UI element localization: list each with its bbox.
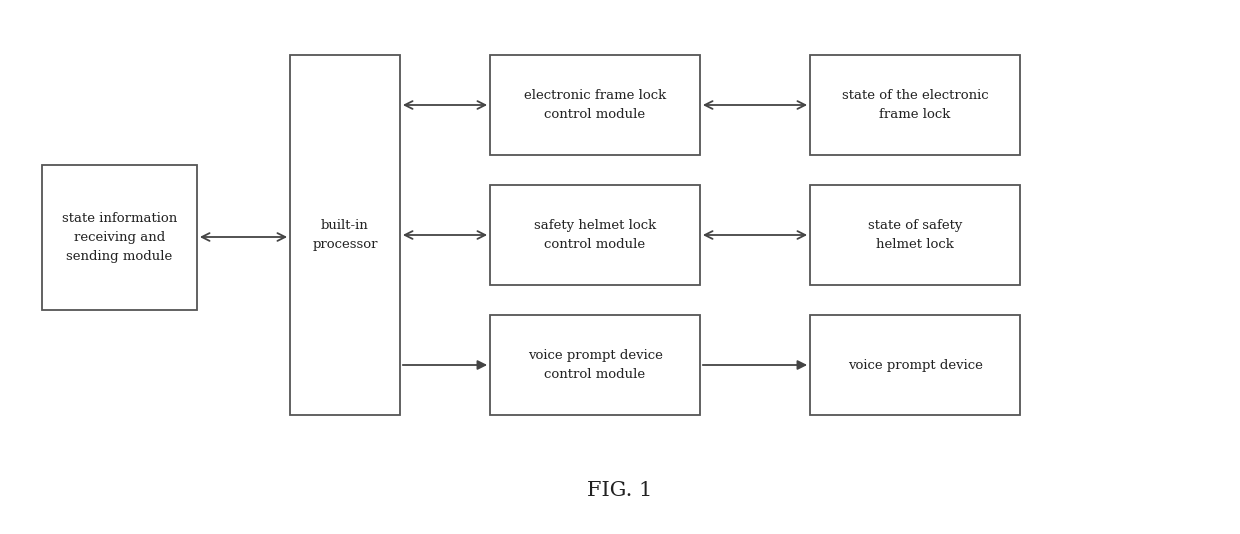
Text: FIG. 1: FIG. 1 xyxy=(588,481,652,499)
Bar xyxy=(490,185,701,285)
Bar xyxy=(810,55,1021,155)
Text: voice prompt device: voice prompt device xyxy=(848,358,982,372)
Text: built-in
processor: built-in processor xyxy=(312,219,378,251)
Text: state information
receiving and
sending module: state information receiving and sending … xyxy=(62,212,177,263)
Bar xyxy=(810,185,1021,285)
Bar xyxy=(810,315,1021,415)
Bar xyxy=(490,315,701,415)
Text: voice prompt device
control module: voice prompt device control module xyxy=(527,349,662,381)
Text: safety helmet lock
control module: safety helmet lock control module xyxy=(534,219,656,251)
Text: state of safety
helmet lock: state of safety helmet lock xyxy=(868,219,962,251)
Text: electronic frame lock
control module: electronic frame lock control module xyxy=(523,89,666,121)
Bar xyxy=(490,55,701,155)
Text: state of the electronic
frame lock: state of the electronic frame lock xyxy=(842,89,988,121)
Bar xyxy=(42,165,197,310)
Bar xyxy=(290,55,401,415)
